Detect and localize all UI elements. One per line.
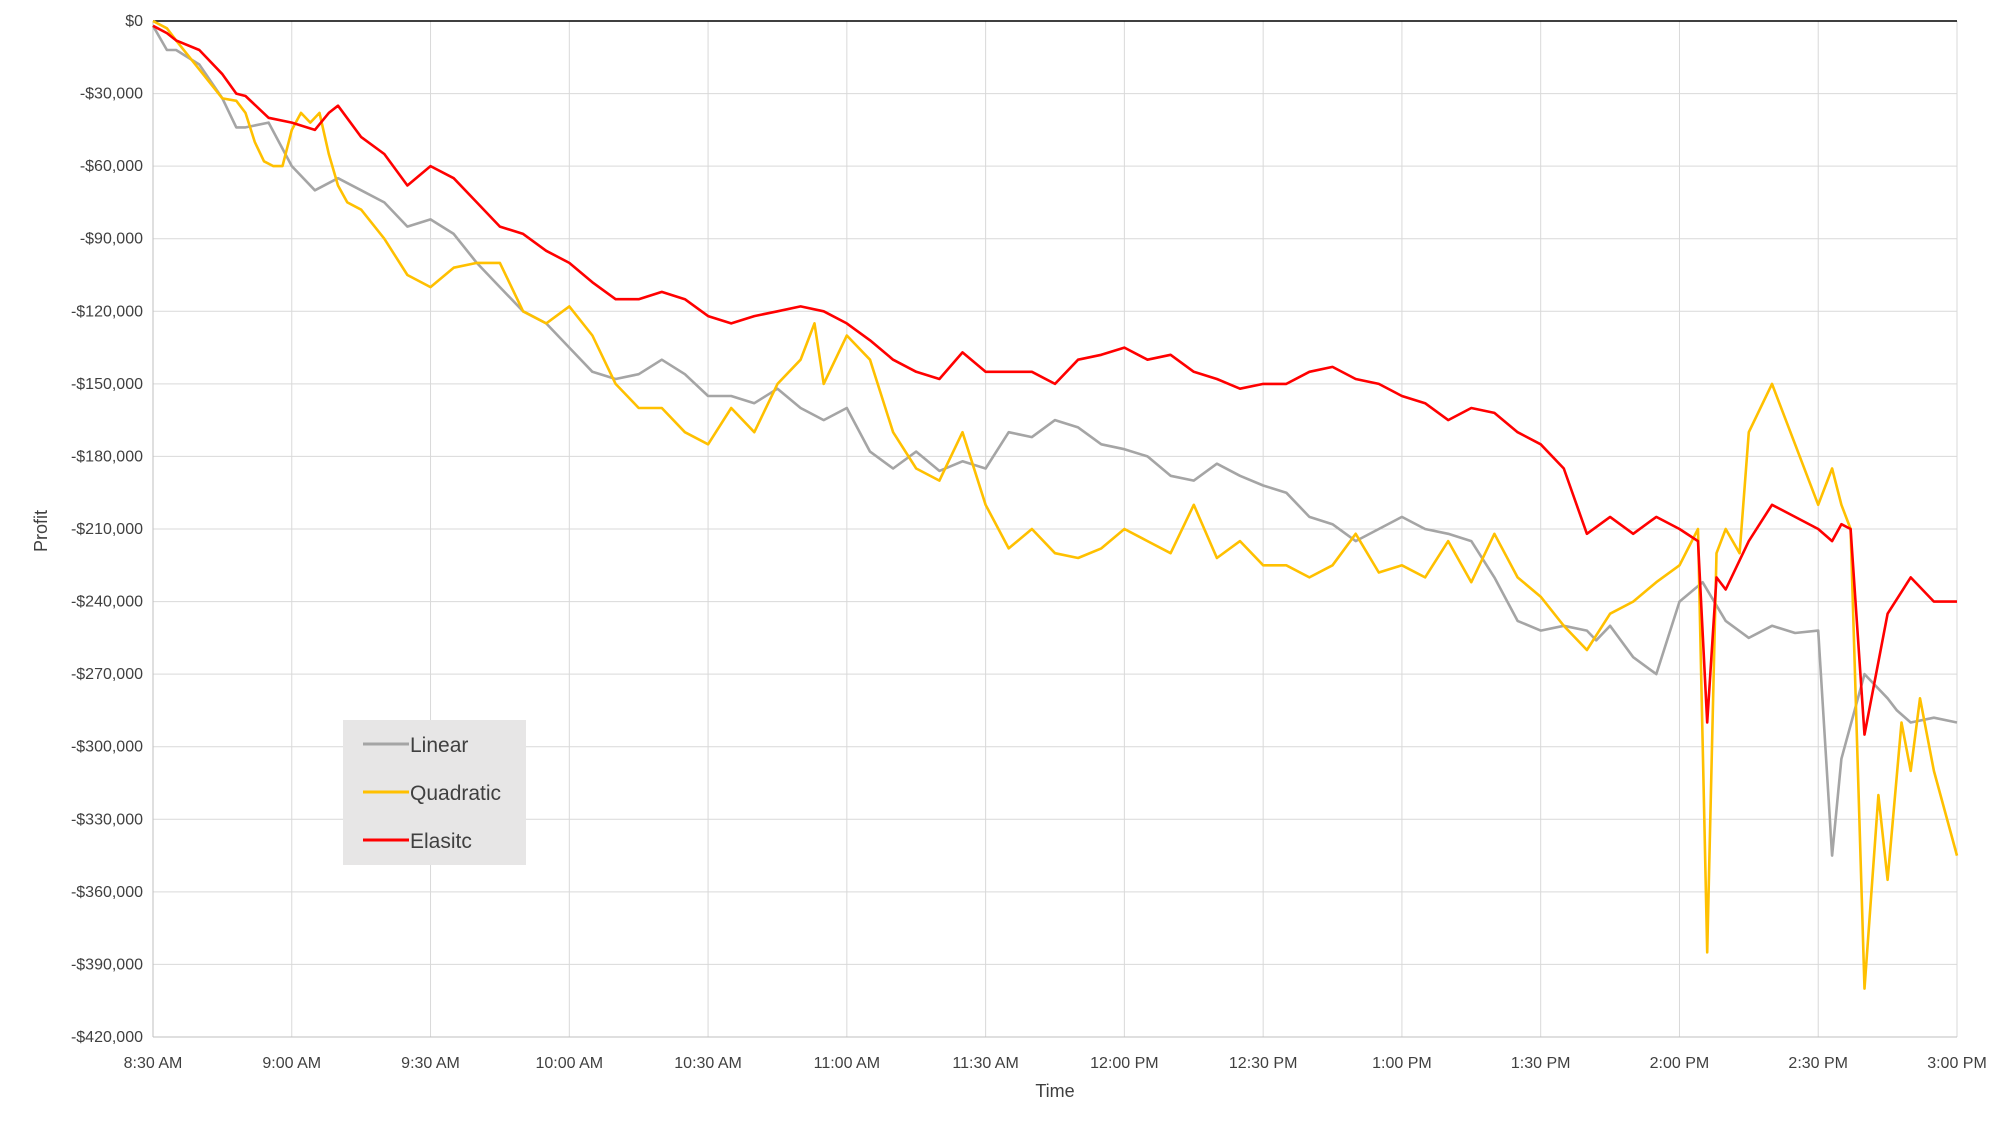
y-tick-label: $0 (125, 13, 143, 30)
y-tick-label: -$270,000 (71, 666, 143, 683)
x-tick-label: 11:30 AM (952, 1055, 1018, 1072)
y-tick-label: -$210,000 (71, 521, 143, 538)
x-tick-label: 2:30 PM (1788, 1055, 1848, 1072)
series-line-quadratic (152, 19, 1959, 990)
x-tick-label: 11:00 AM (814, 1055, 880, 1072)
x-tick-label: 1:30 PM (1511, 1055, 1571, 1072)
y-axis-tick-labels: $0 -$30,000 -$60,000 -$90,000 -$120,000 -$150… (71, 13, 143, 1046)
x-tick-label: 10:30 AM (674, 1055, 742, 1072)
legend: Linear Quadratic Elasitc (343, 720, 526, 865)
legend-label-quadratic: Quadratic (410, 782, 501, 805)
legend-label-linear: Linear (410, 734, 468, 757)
y-tick-label: -$390,000 (71, 956, 143, 973)
x-tick-label: 10:00 AM (536, 1055, 604, 1072)
x-tick-label: 1:00 PM (1372, 1055, 1432, 1072)
y-tick-label: -$300,000 (71, 739, 143, 756)
y-tick-label: -$150,000 (71, 376, 143, 393)
y-tick-label: -$120,000 (71, 303, 143, 320)
x-axis-title: Time (1035, 1081, 1074, 1101)
y-tick-label: -$90,000 (80, 231, 143, 248)
x-tick-label: 9:00 AM (262, 1055, 321, 1072)
y-tick-label: -$360,000 (71, 884, 143, 901)
y-tick-label: -$60,000 (80, 158, 143, 175)
gridlines (153, 21, 1958, 1038)
legend-label-elastic: Elasitc (410, 830, 472, 853)
y-tick-label: -$420,000 (71, 1029, 143, 1046)
series-lines (151, 19, 1959, 990)
x-tick-label: 12:30 PM (1229, 1055, 1297, 1072)
y-tick-label: -$180,000 (71, 448, 143, 465)
x-tick-label: 8:30 AM (124, 1055, 183, 1072)
series-line-linear (151, 25, 1958, 857)
y-axis-title: Profit (31, 510, 51, 552)
x-tick-label: 2:00 PM (1650, 1055, 1710, 1072)
series-line-elasitc (152, 24, 1957, 736)
x-tick-label: 12:00 PM (1090, 1055, 1158, 1072)
axes (152, 20, 1957, 1038)
x-tick-label: 3:00 PM (1927, 1055, 1987, 1072)
x-axis-tick-labels: 8:30 AM 9:00 AM 9:30 AM 10:00 AM 10:30 AM 11:… (124, 1055, 1987, 1072)
y-tick-label: -$30,000 (80, 86, 143, 103)
y-tick-label: -$330,000 (71, 811, 143, 828)
x-tick-label: 9:30 AM (401, 1055, 460, 1072)
y-tick-label: -$240,000 (71, 594, 143, 611)
